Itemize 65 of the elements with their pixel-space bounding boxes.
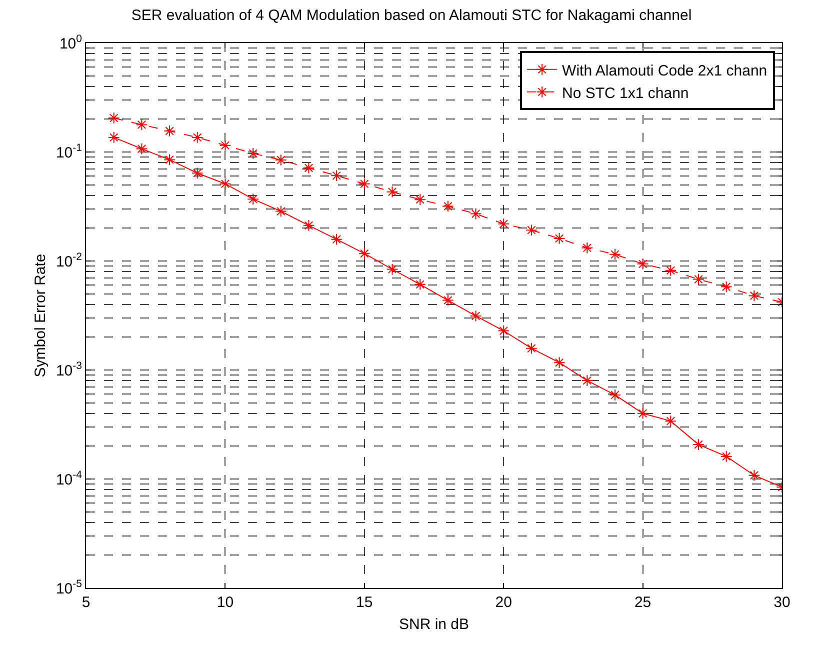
point bbox=[442, 294, 454, 306]
y-tick-label: 10$^{0}$ bbox=[59, 32, 82, 52]
point bbox=[498, 218, 510, 230]
point bbox=[553, 356, 566, 368]
x-tick-label: 30 bbox=[774, 594, 790, 611]
x-tick-label: 10 bbox=[216, 594, 234, 611]
y-tick-label: 10$^{-2}$ bbox=[56, 250, 82, 270]
point bbox=[191, 167, 204, 180]
x-tick-label: 25 bbox=[634, 594, 652, 611]
point bbox=[164, 125, 176, 137]
point bbox=[358, 248, 370, 260]
point bbox=[358, 178, 370, 190]
point bbox=[609, 248, 621, 260]
y-tick-label: 10$^{-5}$ bbox=[56, 578, 82, 598]
point bbox=[247, 193, 259, 205]
y-tick-label: 10$^{-4}$ bbox=[56, 468, 82, 488]
point bbox=[386, 186, 398, 198]
legend-label: No STC 1x1 chann bbox=[562, 84, 689, 102]
x-tick-label: 15 bbox=[356, 594, 373, 611]
x-axis-title: SNR in dB bbox=[398, 616, 470, 633]
point bbox=[302, 162, 315, 174]
point bbox=[692, 273, 704, 286]
point bbox=[136, 142, 148, 155]
point bbox=[664, 264, 677, 276]
x-tick-label: 20 bbox=[495, 594, 512, 611]
point bbox=[664, 415, 677, 427]
point bbox=[581, 242, 594, 254]
y-tick-label: 10$^{-3}$ bbox=[56, 360, 82, 380]
y-axis-title: Symbol Error Rate bbox=[32, 254, 50, 378]
point bbox=[526, 342, 538, 354]
point bbox=[219, 139, 232, 152]
point bbox=[748, 290, 760, 302]
point bbox=[470, 310, 482, 322]
point bbox=[330, 233, 342, 246]
point bbox=[386, 263, 398, 276]
point bbox=[748, 469, 760, 482]
point bbox=[553, 232, 566, 244]
point bbox=[609, 389, 621, 401]
point bbox=[219, 178, 232, 190]
legend-label: With Alamouti Code 2x1 chann bbox=[562, 62, 768, 80]
point bbox=[108, 112, 120, 124]
x-tick-label: 5 bbox=[82, 594, 90, 611]
point bbox=[302, 220, 315, 232]
point bbox=[274, 154, 287, 166]
point bbox=[692, 438, 704, 450]
point bbox=[330, 170, 342, 182]
point bbox=[247, 148, 259, 160]
point bbox=[274, 205, 287, 218]
point bbox=[636, 258, 649, 270]
point bbox=[414, 278, 426, 290]
point bbox=[191, 132, 204, 144]
point bbox=[414, 194, 426, 206]
point bbox=[581, 374, 594, 386]
point bbox=[720, 280, 732, 293]
point bbox=[108, 132, 120, 144]
point bbox=[526, 224, 538, 236]
chart-title: SER evaluation of 4 QAM Modulation based on Alamouti STC for Nakagami channel bbox=[131, 7, 692, 24]
point bbox=[164, 154, 176, 166]
point bbox=[136, 118, 148, 131]
point bbox=[720, 450, 732, 462]
point bbox=[636, 407, 649, 420]
point bbox=[470, 208, 482, 220]
point bbox=[442, 200, 454, 212]
point bbox=[498, 324, 510, 337]
y-tick-label: 10$^{-1}$ bbox=[56, 142, 82, 162]
